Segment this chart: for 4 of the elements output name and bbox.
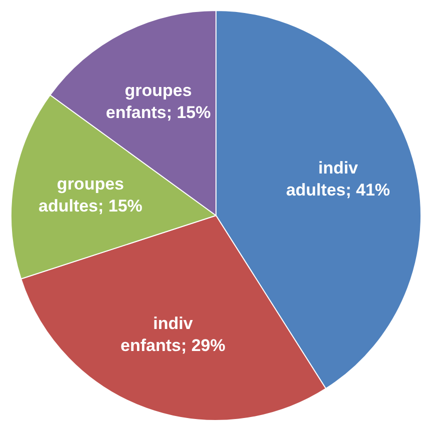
slice-label: groupes enfants; 15% (106, 80, 211, 122)
slice-label: indiv adultes; 41% (286, 158, 390, 200)
slice-label: indiv enfants; 29% (120, 314, 226, 355)
slice-label: groupes adultes; 15% (38, 174, 142, 216)
